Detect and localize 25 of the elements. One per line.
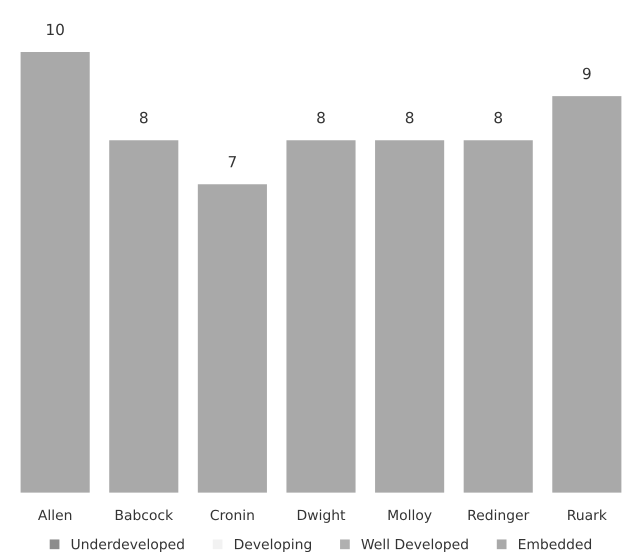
x-tick-label: Cronin: [210, 509, 254, 520]
legend-label: Well Developed: [361, 538, 468, 552]
x-tick-label: Dwight: [298, 509, 346, 523]
data-label: 8: [317, 112, 325, 124]
bar: [464, 140, 533, 493]
x-tick-label: Molloy: [388, 509, 432, 523]
bar: [109, 140, 178, 493]
legend-label: Embedded: [518, 538, 592, 550]
x-tick-label: Redinger: [468, 509, 530, 523]
data-label: 8: [140, 112, 148, 124]
legend-label: Underdeveloped: [72, 538, 184, 552]
data-label: 8: [494, 112, 502, 124]
x-tick-label: Ruark: [568, 509, 607, 520]
legend-label: Developing: [234, 538, 312, 552]
data-label: 8: [406, 112, 414, 124]
bar: [20, 52, 90, 493]
bar: [375, 140, 444, 493]
bar: [552, 96, 622, 493]
data-label: 9: [582, 68, 591, 80]
x-tick-label: Babcock: [116, 509, 174, 520]
data-label: 10: [47, 24, 64, 36]
x-tick-label: Allen: [38, 509, 72, 520]
bar: [198, 184, 267, 493]
data-label: 7: [228, 156, 236, 168]
bar: [286, 140, 356, 493]
